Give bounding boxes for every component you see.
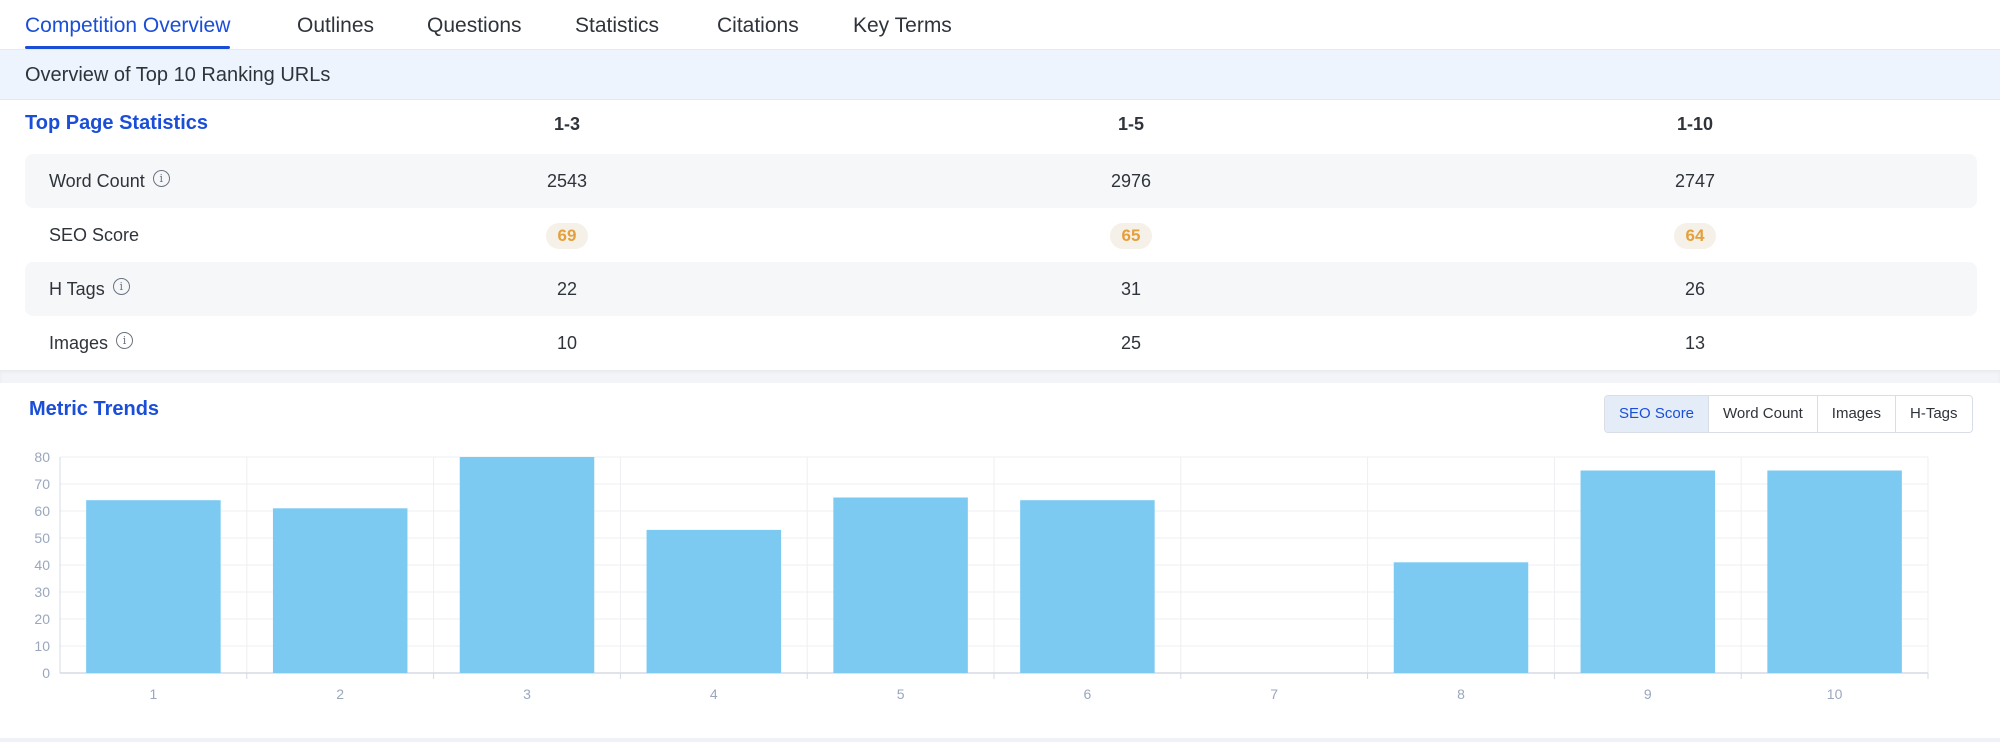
bar [1767,470,1902,673]
info-icon[interactable]: i [112,277,130,295]
bar [1393,562,1529,673]
metric-toggle-group: SEO Score Word Count Images H-Tags [1604,395,1973,433]
table-cell: 64 [1595,208,1795,262]
h-tags-button[interactable]: H-Tags [1895,396,1972,432]
seo-score-badge: 64 [1673,223,1717,249]
table-cell: 65 [1031,208,1231,262]
table-cell: 2747 [1674,171,1716,191]
overview-title: Overview of Top 10 Ranking URLs [25,64,331,86]
row-label-seo-score: SEO Score [49,208,139,262]
table-cell: 31 [1120,279,1142,299]
tab-bar: Competition Overview Outlines Questions … [0,0,2000,50]
x-tick-label: 10 [1827,686,1843,702]
metric-trends-title: Metric Trends [29,398,160,420]
y-tick-label: 80 [34,449,50,465]
tab-statistics[interactable]: Statistics [575,14,660,37]
row-label-text: H Tags [49,279,105,299]
y-tick-label: 0 [42,665,50,681]
table-cell: 2543 [546,171,588,191]
table-row-word-count: Word Count i 2543 2976 2747 [25,154,1977,208]
section-divider [0,370,2000,383]
row-label-images: Images i [49,316,134,370]
table-cell: 25 [1120,333,1142,353]
tab-key-terms[interactable]: Key Terms [853,14,952,37]
row-label-text: SEO Score [49,225,140,245]
y-tick-label: 10 [34,638,50,654]
table-cell: 69 [467,208,667,262]
column-header-1-10: 1-10 [1676,114,1714,134]
x-tick-label: 2 [336,686,344,702]
images-button[interactable]: Images [1816,396,1895,432]
bottom-border [0,738,2000,742]
info-icon[interactable]: i [116,331,134,349]
tab-competition-overview[interactable]: Competition Overview [25,0,231,50]
bar [272,508,408,673]
table-cell: 13 [1684,333,1706,353]
table-row-images: Images i 10 25 13 [25,316,1977,370]
table-cell: 10 [556,333,578,353]
seo-score-badge: 69 [545,223,589,249]
x-tick-label: 8 [1457,686,1465,702]
row-label-h-tags: H Tags i [49,262,130,316]
stats-title: Top Page Statistics [25,112,209,134]
x-tick-label: 6 [1084,686,1092,702]
table-cell: 22 [556,279,578,299]
row-label-text: Images [49,333,109,353]
column-header-1-5: 1-5 [1117,114,1144,134]
row-label-text: Word Count [49,171,145,191]
bar [1580,470,1716,673]
metric-trends-chart: 0 10 20 30 40 50 60 70 80 1 2 3 4 5 6 7 8 9 10 [34,449,1929,702]
seo-score-button[interactable]: SEO Score [1605,396,1709,432]
table-row-h-tags: H Tags i 22 31 26 [25,262,1977,316]
y-tick-label: 30 [34,584,50,600]
y-tick-label: 20 [34,611,50,627]
bar [459,457,595,673]
table-cell: 26 [1684,279,1706,299]
bar [833,497,968,673]
x-tick-label: 7 [1270,686,1278,702]
row-label-word-count: Word Count i [49,154,170,208]
y-tick-label: 70 [34,476,50,492]
tab-questions[interactable]: Questions [427,14,522,37]
y-tick-label: 50 [34,530,50,546]
x-tick-label: 9 [1644,686,1652,702]
y-tick-label: 60 [34,503,50,519]
x-tick-label: 5 [897,686,905,702]
x-tick-label: 1 [150,686,158,702]
table-row-seo-score: SEO Score 69 65 64 [25,208,1977,262]
tab-outlines[interactable]: Outlines [297,14,375,37]
tab-citations[interactable]: Citations [717,14,799,37]
x-tick-label: 4 [710,686,718,702]
x-tick-label: 3 [523,686,531,702]
bar [646,529,782,673]
seo-score-badge: 65 [1109,223,1153,249]
top-page-statistics-table: Top Page Statistics 1-3 1-5 1-10 Word Co… [0,100,2000,370]
bar [1020,500,1155,673]
column-header-1-3: 1-3 [553,114,580,134]
info-icon[interactable]: i [152,169,170,187]
y-tick-label: 40 [34,557,50,573]
overview-header: Overview of Top 10 Ranking URLs [0,50,2000,100]
table-cell: 2976 [1110,171,1152,191]
word-count-button[interactable]: Word Count [1708,396,1817,432]
bar [86,500,221,673]
